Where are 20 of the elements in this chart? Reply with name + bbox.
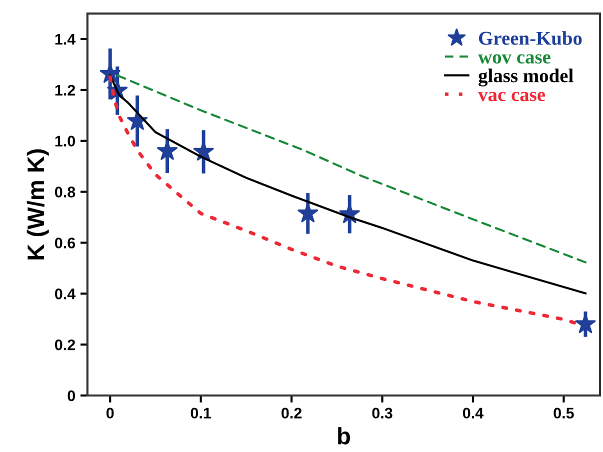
x-tick-label: 0.1	[190, 408, 212, 419]
y-tick-label: 0.4	[54, 288, 76, 300]
x-axis-title: b	[338, 427, 350, 444]
x-tick-label: 0	[106, 408, 114, 419]
x-tick-label: 0.2	[282, 408, 302, 419]
y-tick-label: 0.6	[54, 238, 76, 248]
y-tick-label: 0.2	[54, 339, 76, 350]
y-tick-label: 1.2	[55, 84, 76, 96]
y-tick-label: 0.8	[54, 186, 76, 198]
x-tick-label: 0.4	[462, 408, 484, 419]
x-tick-label: 0.5	[554, 408, 574, 419]
y-tick-label: 1.0	[55, 136, 76, 147]
x-tick-label: 0.3	[372, 408, 392, 419]
legend-label: Green-Kubo	[479, 31, 582, 45]
legend-label: vac case	[478, 92, 546, 102]
legend-label: wov case	[478, 54, 550, 64]
y-tick-label: 1.4	[55, 34, 76, 45]
y-axis-title: K (W/m K)	[26, 149, 49, 260]
legend-label: glass model	[478, 68, 574, 86]
y-tick-label: 0	[68, 390, 76, 402]
